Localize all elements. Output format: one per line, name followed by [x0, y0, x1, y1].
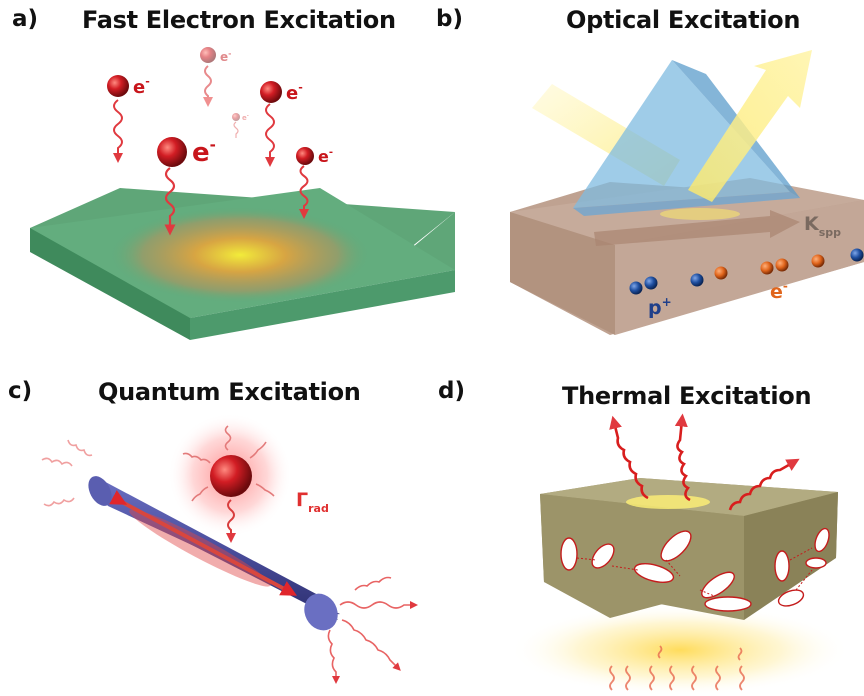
reflected-light-arrow [688, 50, 812, 202]
electron-sphere-icon [200, 47, 216, 63]
electron-label: e- [318, 147, 333, 166]
k-spp-label: Kspp [804, 213, 841, 239]
panel-a-title: Fast Electron Excitation [82, 6, 396, 34]
thermal-photons-bottom [609, 645, 745, 691]
spp-propagation-arrow [594, 210, 800, 246]
electron-sphere-icon [107, 75, 129, 97]
quantum-emitter-icon [210, 455, 252, 497]
dipole-icon [701, 571, 735, 599]
electron-label-b: e- [770, 279, 788, 303]
emitter-photons [182, 425, 275, 543]
electron-sphere-icon [260, 81, 282, 103]
dipole-icon [560, 537, 578, 571]
panel-b-charges [629, 248, 864, 295]
dipole-icon [805, 557, 827, 569]
gamma-rad-label: Γrad [296, 489, 329, 515]
electron-label: e- [286, 81, 303, 104]
rod-end-photons [327, 576, 418, 684]
electron-icon [811, 254, 825, 268]
dipole-icon [777, 589, 805, 607]
electron-icon [760, 261, 774, 275]
bottom-heat-glow [510, 604, 850, 696]
electron-label: e- [220, 49, 231, 64]
panel-c-title: Quantum Excitation [98, 378, 361, 406]
panel-b-letter: b) [436, 6, 463, 32]
electron-sphere-icon [232, 113, 240, 121]
thermal-dipoles [560, 527, 830, 612]
panel-a-electrons: e- e- e- e- e- e- [107, 47, 333, 168]
dipole-icon [704, 596, 752, 612]
thermal-photons-top [609, 413, 800, 511]
panel-a-slab [30, 188, 455, 340]
proton-icon [690, 273, 704, 287]
proton-icon [629, 281, 643, 295]
proton-icon [644, 276, 658, 290]
electron-icon [775, 258, 789, 272]
panel-b-title: Optical Excitation [566, 6, 801, 34]
panel-a-letter: a) [12, 6, 39, 32]
dipole-icon [660, 530, 692, 562]
plasmon-double-arrow [109, 490, 298, 596]
dipole-icon [774, 550, 790, 582]
panel-c-letter: c) [8, 378, 33, 404]
proton-label: p+ [648, 295, 672, 319]
electron-sphere-icon [296, 147, 314, 165]
dipole-links [576, 547, 813, 597]
dipole-icon [633, 562, 675, 584]
electron-label: e- [242, 113, 249, 122]
electron-label: e- [192, 136, 216, 168]
panel-d-letter: d) [438, 378, 465, 404]
electron-label: e- [133, 75, 150, 98]
electron-sphere-icon [157, 137, 187, 167]
dipole-icon [591, 543, 615, 569]
rod-emitted-photons [41, 439, 93, 507]
proton-icon [850, 248, 864, 262]
panel-d-title: Thermal Excitation [562, 382, 812, 410]
panel-a-electron-trails [113, 65, 309, 236]
dipole-icon [814, 527, 830, 553]
electron-icon [714, 266, 728, 280]
